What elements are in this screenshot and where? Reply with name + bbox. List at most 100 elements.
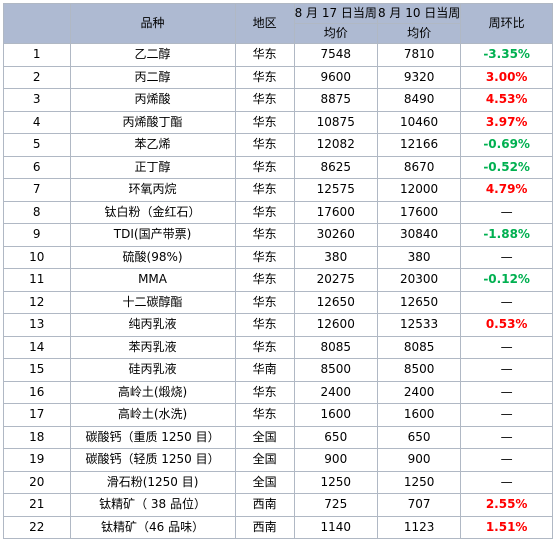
row-number: 16 xyxy=(3,380,71,404)
region: 全国 xyxy=(234,448,295,472)
product-name: 硅丙乳液 xyxy=(69,358,236,382)
table-row: 3 丙烯酸 华东 8875 8490 4.53% xyxy=(3,88,553,112)
table-row: 10 硫酸(98%) 华东 380 380— xyxy=(3,245,553,269)
row-number: 8 xyxy=(3,200,71,224)
price-week1: 380 xyxy=(293,245,378,269)
row-number: 13 xyxy=(3,313,71,337)
product-name: 高岭土(水洗) xyxy=(69,403,236,427)
region: 全国 xyxy=(234,425,295,449)
week-change: 2.55% xyxy=(460,493,553,517)
price-week2: 8085 xyxy=(376,335,462,359)
week-change: -0.69% xyxy=(460,133,553,157)
price-week1: 1600 xyxy=(293,403,378,427)
row-number: 12 xyxy=(3,290,71,314)
row-number: 6 xyxy=(3,155,71,179)
row-number: 10 xyxy=(3,245,71,269)
table-row: 21 钛精矿（ 38 品位） 西南 725 707 2.55% xyxy=(3,493,553,517)
region: 华东 xyxy=(234,245,295,269)
header-change: 周环比 xyxy=(460,3,553,44)
table-row: 13 纯丙乳液 华东 12600 12533 0.53% xyxy=(3,313,553,337)
product-name: 乙二醇 xyxy=(69,43,236,67)
product-name: 硫酸(98%) xyxy=(69,245,236,269)
header-row-1: 品种 地区 8 月 17 日当周 8 月 10 日当周 周环比 xyxy=(3,3,553,44)
price-week2: 10460 xyxy=(376,110,462,134)
table-row: 19 碳酸钙（轻质 1250 目） 全国 900 900— xyxy=(3,448,553,472)
product-name: 苯乙烯 xyxy=(69,133,236,157)
price-week2: 7810 xyxy=(376,43,462,67)
price-week1: 17600 xyxy=(293,200,378,224)
product-name: 碳酸钙（重质 1250 目） xyxy=(69,425,236,449)
region: 华东 xyxy=(234,65,295,89)
row-number: 5 xyxy=(3,133,71,157)
price-week1: 1140 xyxy=(293,515,378,539)
row-number: 9 xyxy=(3,223,71,247)
region: 华东 xyxy=(234,133,295,157)
table-row: 1 乙二醇 华东 7548 7810 -3.35% xyxy=(3,43,553,67)
region: 华东 xyxy=(234,110,295,134)
region: 华东 xyxy=(234,268,295,292)
table-row: 9 TDI(国产带票) 华东 30260 30840 -1.88% xyxy=(3,223,553,247)
header-week1-avg: 均价 xyxy=(293,23,378,44)
price-week2: 707 xyxy=(376,493,462,517)
week-change: 4.79% xyxy=(460,178,553,202)
week-change: 3.00% xyxy=(460,65,553,89)
table-row: 12 十二碳醇酯 华东 12650 12650— xyxy=(3,290,553,314)
week-change: 1.51% xyxy=(460,515,553,539)
week-change: 4.53% xyxy=(460,88,553,112)
week-change: — xyxy=(460,380,553,404)
region: 华东 xyxy=(234,43,295,67)
row-number: 15 xyxy=(3,358,71,382)
row-number: 18 xyxy=(3,425,71,449)
table-row: 15 硅丙乳液 华南 8500 8500— xyxy=(3,358,553,382)
week-change: -0.12% xyxy=(460,268,553,292)
price-week1: 8625 xyxy=(293,155,378,179)
week-change: 3.97% xyxy=(460,110,553,134)
price-week1: 725 xyxy=(293,493,378,517)
price-week2: 380 xyxy=(376,245,462,269)
price-week1: 1250 xyxy=(293,470,378,494)
price-week2: 9320 xyxy=(376,65,462,89)
region: 华东 xyxy=(234,178,295,202)
header-no xyxy=(3,3,71,44)
price-week1: 12082 xyxy=(293,133,378,157)
week-change: -3.35% xyxy=(460,43,553,67)
region: 西南 xyxy=(234,493,295,517)
price-week1: 8085 xyxy=(293,335,378,359)
header-week1-date: 8 月 17 日当周 xyxy=(293,3,378,24)
price-week1: 12600 xyxy=(293,313,378,337)
price-week1: 650 xyxy=(293,425,378,449)
product-name: 丙二醇 xyxy=(69,65,236,89)
region: 西南 xyxy=(234,515,295,539)
table-row: 2 丙二醇 华东 9600 9320 3.00% xyxy=(3,65,553,89)
price-week2: 12000 xyxy=(376,178,462,202)
product-name: TDI(国产带票) xyxy=(69,223,236,247)
price-week2: 2400 xyxy=(376,380,462,404)
row-number: 3 xyxy=(3,88,71,112)
price-week2: 12166 xyxy=(376,133,462,157)
price-week2: 17600 xyxy=(376,200,462,224)
product-name: 正丁醇 xyxy=(69,155,236,179)
header-product: 品种 xyxy=(69,3,236,44)
row-number: 1 xyxy=(3,43,71,67)
product-name: 滑石粉(1250 目) xyxy=(69,470,236,494)
price-week1: 7548 xyxy=(293,43,378,67)
table-row: 11 MMA 华东 20275 20300 -0.12% xyxy=(3,268,553,292)
week-change: 0.53% xyxy=(460,313,553,337)
table-row: 14 苯丙乳液 华东 8085 8085— xyxy=(3,335,553,359)
region: 华东 xyxy=(234,155,295,179)
price-week2: 900 xyxy=(376,448,462,472)
region: 华东 xyxy=(234,380,295,404)
row-number: 21 xyxy=(3,493,71,517)
week-change: -1.88% xyxy=(460,223,553,247)
region: 全国 xyxy=(234,470,295,494)
price-week2: 20300 xyxy=(376,268,462,292)
price-week2: 8500 xyxy=(376,358,462,382)
price-week2: 12650 xyxy=(376,290,462,314)
row-number: 14 xyxy=(3,335,71,359)
week-change: — xyxy=(460,200,553,224)
week-change: — xyxy=(460,425,553,449)
price-week1: 10875 xyxy=(293,110,378,134)
product-name: 十二碳醇酯 xyxy=(69,290,236,314)
region: 华东 xyxy=(234,403,295,427)
